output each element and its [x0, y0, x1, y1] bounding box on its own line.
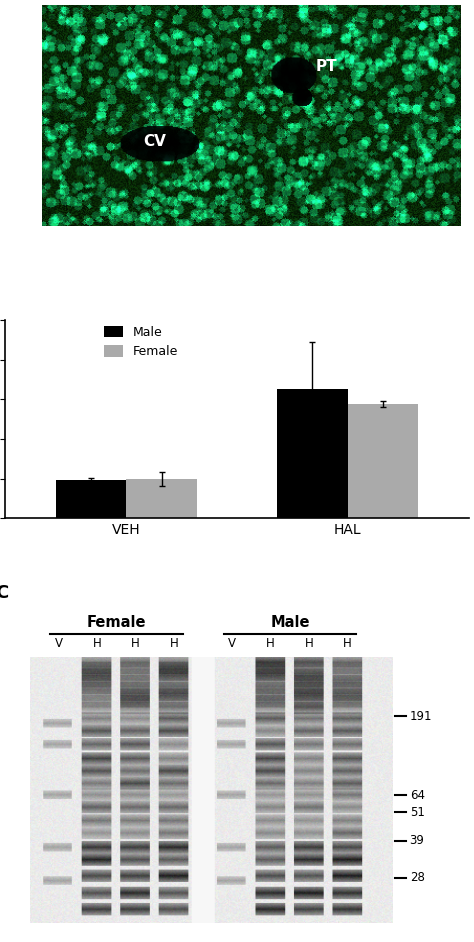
Bar: [277, 389, 347, 518]
Bar: [347, 404, 419, 518]
Bar: [127, 479, 197, 518]
Text: C: C: [0, 584, 9, 603]
Legend: Male, Female: Male, Female: [104, 326, 178, 358]
Bar: [55, 479, 127, 518]
